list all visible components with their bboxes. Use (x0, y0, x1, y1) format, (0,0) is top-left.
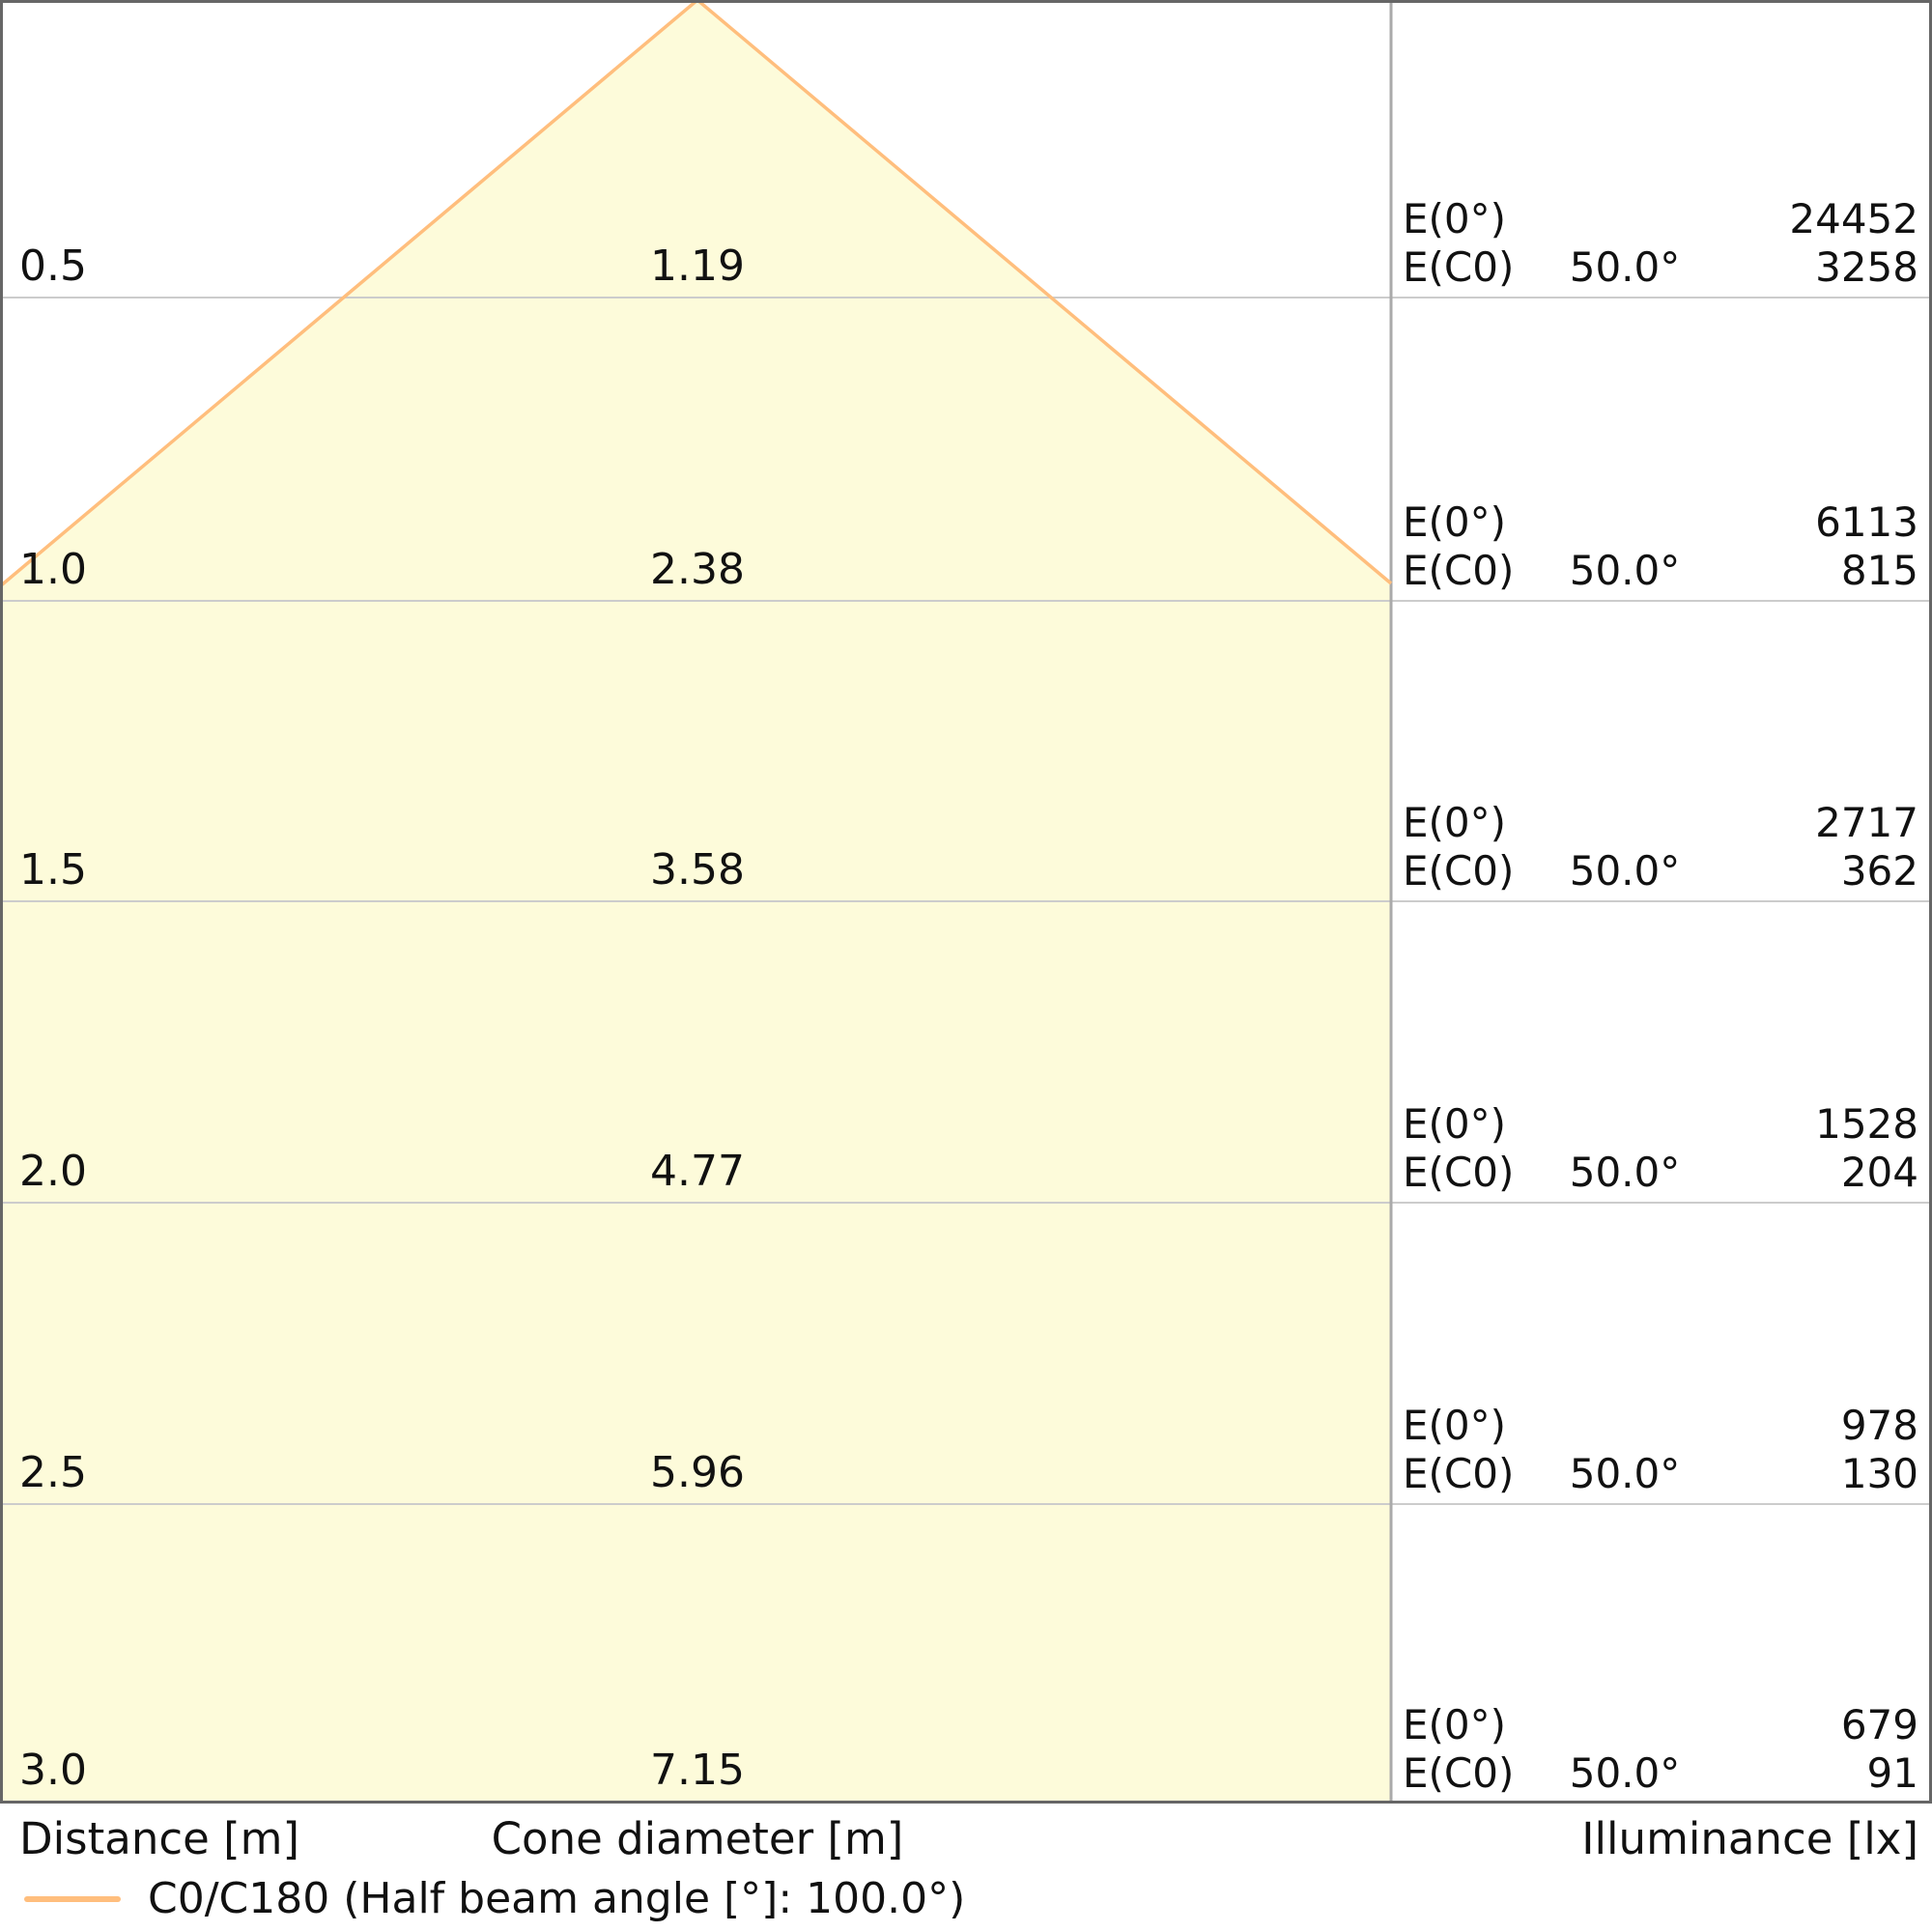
beam-angle-value: 50.0° (1569, 547, 1681, 594)
spacer (1548, 1100, 1702, 1149)
distance-label: 1.0 (19, 545, 87, 594)
legend-label: C0/C180 (Half beam angle [°]: 100.0°) (148, 1874, 966, 1923)
beam-angle-value: 50.0° (1569, 1749, 1681, 1797)
cone-diameter-axis-label: Cone diameter [m] (491, 1813, 904, 1864)
beam-edge-lines (0, 0, 1393, 588)
ec0-value: 91 (1866, 1749, 1918, 1797)
distance-label: 2.5 (19, 1448, 87, 1497)
ec0-value: 204 (1840, 1149, 1918, 1196)
e0-label: E(0°) (1403, 1402, 1507, 1449)
cone-diameter-value: 1.19 (650, 242, 745, 291)
illuminance-block: E(0°) 1528 E(C0) 50.0° 204 (1403, 1100, 1918, 1197)
cone-diameter-value: 4.77 (650, 1147, 745, 1196)
cone-diameter-value: 2.38 (650, 545, 745, 594)
ec0-value: 815 (1840, 547, 1918, 594)
e0-value: 24452 (1789, 195, 1918, 242)
distance-label: 0.5 (19, 242, 87, 291)
spacer (1548, 1701, 1702, 1749)
ec0-label: E(C0) (1403, 847, 1515, 895)
illuminance-block: E(0°) 679 E(C0) 50.0° 91 (1403, 1701, 1918, 1798)
illuminance-block: E(0°) 24452 E(C0) 50.0° 3258 (1403, 195, 1918, 292)
e0-value: 1528 (1815, 1100, 1918, 1148)
beam-angle-value: 50.0° (1569, 243, 1681, 291)
ec0-label: E(C0) (1403, 1749, 1515, 1797)
ec0-label: E(C0) (1403, 547, 1515, 594)
ec0-label: E(C0) (1403, 1450, 1515, 1497)
legend-line-swatch (24, 1896, 121, 1902)
beam-angle-value: 50.0° (1569, 847, 1681, 895)
illuminance-block: E(0°) 978 E(C0) 50.0° 130 (1403, 1402, 1918, 1498)
distance-label: 2.0 (19, 1147, 87, 1196)
illuminance-block: E(0°) 2717 E(C0) 50.0° 362 (1403, 799, 1918, 895)
distance-label: 1.5 (19, 845, 87, 895)
cone-diagram-canvas (0, 0, 1932, 1804)
distance-axis-label: Distance [m] (19, 1813, 300, 1864)
e0-label: E(0°) (1403, 799, 1507, 846)
chart-frame (0, 0, 1932, 1804)
ec0-value: 130 (1840, 1450, 1918, 1497)
illuminance-axis-label: Illuminance [lx] (1581, 1813, 1918, 1864)
gridlines (0, 297, 1932, 1505)
e0-label: E(0°) (1403, 1100, 1507, 1148)
cone-diameter-value: 5.96 (650, 1448, 745, 1497)
spacer (1548, 799, 1702, 847)
e0-value: 978 (1840, 1402, 1918, 1449)
e0-value: 2717 (1815, 799, 1918, 846)
legend: C0/C180 (Half beam angle [°]: 100.0°) (24, 1870, 965, 1928)
e0-label: E(0°) (1403, 498, 1507, 546)
cone-diameter-value: 7.15 (650, 1746, 745, 1795)
distance-label: 3.0 (19, 1746, 87, 1795)
beam-angle-value: 50.0° (1569, 1450, 1681, 1497)
spacer (1548, 195, 1702, 243)
e0-label: E(0°) (1403, 1701, 1507, 1748)
ec0-label: E(C0) (1403, 243, 1515, 291)
ec0-label: E(C0) (1403, 1149, 1515, 1196)
cone-diameter-value: 3.58 (650, 845, 745, 895)
e0-label: E(0°) (1403, 195, 1507, 242)
ec0-value: 3258 (1815, 243, 1918, 291)
ec0-value: 362 (1840, 847, 1918, 895)
illuminance-block: E(0°) 6113 E(C0) 50.0° 815 (1403, 498, 1918, 595)
beam-angle-value: 50.0° (1569, 1149, 1681, 1196)
e0-value: 679 (1840, 1701, 1918, 1748)
spacer (1548, 1402, 1702, 1450)
spacer (1548, 498, 1702, 547)
e0-value: 6113 (1815, 498, 1918, 546)
